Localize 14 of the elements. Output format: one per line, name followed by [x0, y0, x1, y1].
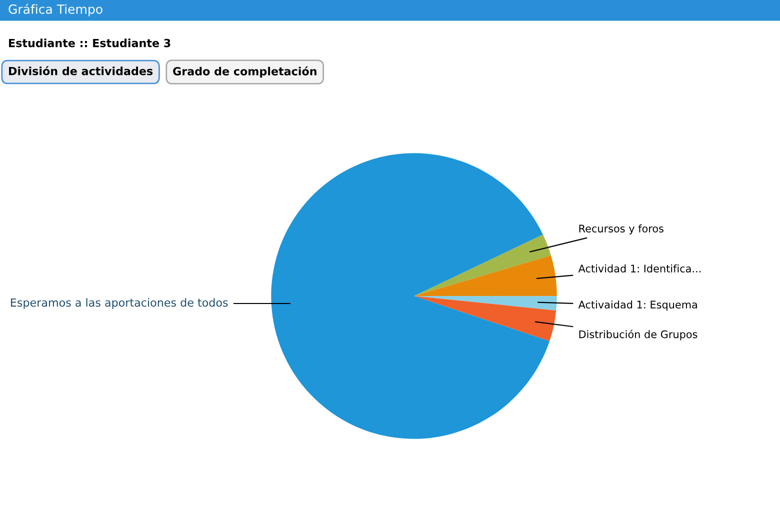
text: Grado de completación — [173, 66, 316, 78]
slice-label: Actividad 1: Identifica... — [578, 264, 701, 272]
pie-slice — [271, 153, 550, 439]
slice-label: Recursos y foros — [579, 224, 664, 234]
slice-label: Esperamos a las aportaciones de todos — [11, 298, 228, 309]
slice-label: Activaidad 1: Esquema — [578, 300, 697, 311]
chart-subtitle: Estudiante :: Estudiante 3 — [9, 38, 170, 48]
text: División de actividades — [9, 66, 153, 76]
pie-slice — [414, 296, 557, 310]
pie-slice — [414, 296, 556, 342]
pie-slice — [414, 234, 551, 296]
pie-slice — [414, 255, 557, 296]
chart-title: Gráfica Tiempo — [8, 4, 102, 16]
slice-label: Distribución de Grupos — [579, 330, 698, 340]
